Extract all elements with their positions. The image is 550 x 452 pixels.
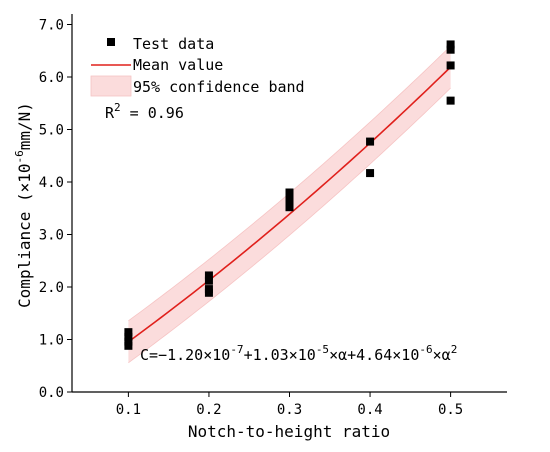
legend-test-data-marker xyxy=(107,38,115,46)
x-tick-label: 0.2 xyxy=(196,402,221,418)
legend-test-data-label: Test data xyxy=(133,35,214,53)
y-tick-label: 4.0 xyxy=(39,175,64,191)
test-data-point-4 xyxy=(124,341,133,350)
mean-curve-layer xyxy=(127,66,452,343)
y-tick-label: 2.0 xyxy=(39,280,64,296)
mean-curve xyxy=(127,66,452,343)
y-tick-label: 0.0 xyxy=(39,385,64,401)
y-axis-label-exponent: -6 xyxy=(13,150,26,163)
test-data-point-5 xyxy=(204,271,213,280)
y-axis-label: Compliance (×10-6mm/N) xyxy=(13,102,34,308)
eq-part-1: C=−1.20×10 xyxy=(140,346,230,364)
r-squared-value: = 0.96 xyxy=(121,104,184,122)
eq-exp-4: 2 xyxy=(451,343,458,356)
x-axis-label: Notch-to-height ratio xyxy=(188,422,390,441)
eq-exp-2: -5 xyxy=(316,343,329,356)
eq-exp-1: -7 xyxy=(230,343,243,356)
test-data-point-14 xyxy=(366,169,375,178)
test-data-point-13 xyxy=(366,137,375,146)
test-data-point-3 xyxy=(124,337,133,346)
confidence-band-lower-edge xyxy=(128,87,451,364)
y-tick-label: 1.0 xyxy=(39,333,64,349)
y-tick-label: 3.0 xyxy=(39,228,64,244)
r-squared-exponent: 2 xyxy=(114,101,121,114)
test-data-point-18 xyxy=(446,96,455,105)
test-data-point-2 xyxy=(124,332,133,341)
test-data-markers xyxy=(124,40,455,350)
legend-band-swatch xyxy=(90,75,132,97)
test-data-point-16 xyxy=(446,45,455,54)
r-squared-symbol: R xyxy=(105,104,115,122)
y-axis-label-main: Compliance (×10 xyxy=(15,163,34,308)
r-squared-annotation: R2 = 0.96 xyxy=(105,101,184,122)
fit-equation: C=−1.20×10-7+1.03×10-5×α+4.64×10-6×α2 xyxy=(140,343,457,364)
test-data-point-9 xyxy=(285,188,294,197)
legend-band-label: 95% confidence band xyxy=(133,78,305,96)
eq-part-3: ×α+4.64×10 xyxy=(329,346,419,364)
test-data-point-17 xyxy=(446,61,455,70)
eq-exp-3: -6 xyxy=(419,343,432,356)
plot-area xyxy=(124,40,455,364)
y-tick-label: 5.0 xyxy=(39,123,64,139)
legend: Test data Mean value 95% confidence band xyxy=(90,35,305,97)
test-data-point-12 xyxy=(285,203,294,212)
eq-part-2: +1.03×10 xyxy=(244,346,316,364)
y-axis-ticks: 0.0 1.0 2.0 3.0 4.0 5.0 6.0 7.0 xyxy=(39,18,72,401)
x-tick-label: 0.5 xyxy=(438,402,463,418)
y-tick-label: 6.0 xyxy=(39,70,64,86)
legend-mean-label: Mean value xyxy=(133,56,223,74)
y-axis-label-unit: mm/N) xyxy=(15,102,34,150)
test-data-point-6 xyxy=(204,276,213,285)
x-tick-label: 0.4 xyxy=(357,402,382,418)
x-axis-ticks: 0.1 0.2 0.3 0.4 0.5 xyxy=(116,392,463,418)
test-data-point-8 xyxy=(204,288,213,297)
test-data-point-15 xyxy=(446,40,455,49)
test-data-point-1 xyxy=(124,328,133,337)
y-tick-label: 7.0 xyxy=(39,18,64,34)
test-data-point-10 xyxy=(285,194,294,203)
x-tick-label: 0.1 xyxy=(116,402,141,418)
eq-part-4: ×α xyxy=(433,346,451,364)
x-tick-label: 0.3 xyxy=(277,402,302,418)
